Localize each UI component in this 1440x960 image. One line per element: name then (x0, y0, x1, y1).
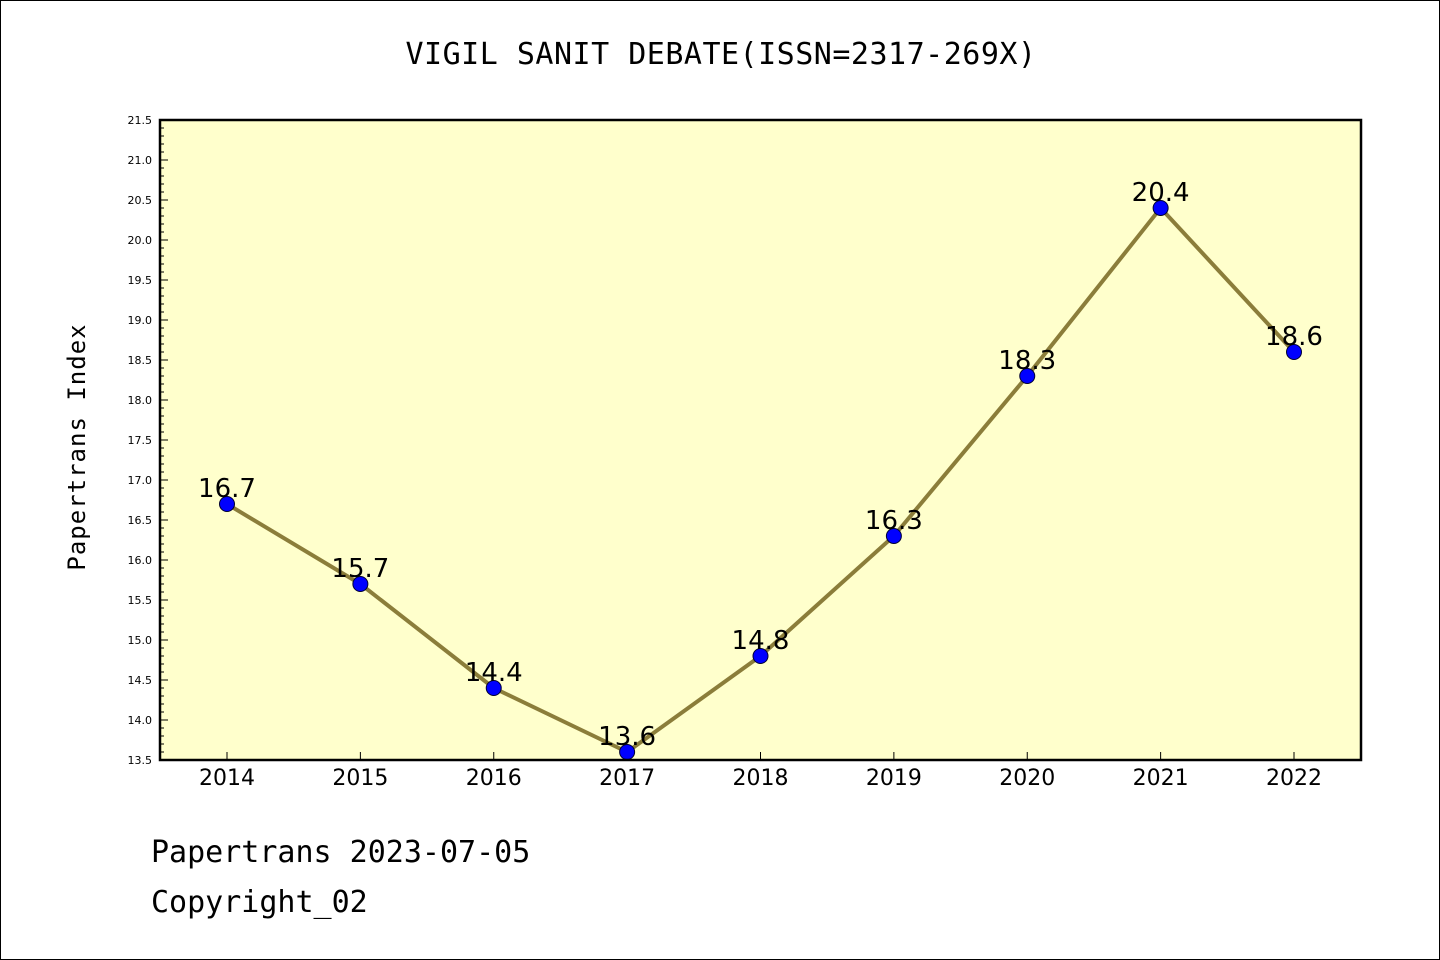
data-label: 18.3 (998, 346, 1056, 376)
data-point (485, 680, 502, 696)
y-tick-label: 14.5 (128, 674, 153, 687)
y-tick-label: 21.5 (128, 114, 153, 127)
data-label: 13.6 (598, 722, 656, 752)
data-label: 16.3 (865, 506, 923, 536)
data-label: 15.7 (331, 554, 389, 584)
x-tick-label: 2019 (866, 766, 922, 791)
plot-border (158, 118, 1363, 762)
data-label: 16.7 (198, 474, 256, 504)
y-tick-label: 16.0 (128, 554, 153, 567)
x-tick-label: 2021 (1133, 766, 1189, 791)
y-tick-label: 16.5 (128, 514, 153, 527)
y-tick-label: 15.5 (128, 594, 153, 607)
data-point (1286, 344, 1302, 360)
data-point (1019, 368, 1036, 384)
data-label: 14.8 (732, 626, 790, 656)
y-tick-label: 14.0 (128, 714, 153, 727)
y-tick-label: 13.5 (128, 754, 153, 767)
chart-title: VIGIL SANIT DEBATE(ISSN=2317-269X) (405, 37, 1037, 72)
y-tick-label: 20.5 (128, 194, 153, 207)
y-tick-label: 17.5 (128, 434, 153, 447)
y-tick-label: 21.0 (128, 154, 153, 167)
x-tick-label: 2016 (466, 766, 522, 791)
data-label: 20.4 (1132, 178, 1190, 208)
footer-date: Papertrans 2023-07-05 (151, 835, 531, 870)
data-label: 18.6 (1265, 322, 1323, 352)
y-tick-label: 19.5 (128, 274, 153, 287)
x-tick-label: 2022 (1266, 766, 1322, 791)
y-tick-label: 18.0 (128, 394, 153, 407)
footer-copyright: Copyright_02 (151, 885, 368, 920)
x-tick-label: 2015 (332, 766, 388, 791)
y-tick-label: 19.0 (128, 314, 153, 327)
data-point (219, 496, 235, 512)
data-point (352, 576, 369, 592)
data-point (885, 528, 902, 544)
x-tick-label: 2017 (599, 766, 655, 791)
data-point (752, 648, 769, 664)
x-tick-label: 2018 (733, 766, 789, 791)
x-tick-label: 2014 (199, 766, 255, 791)
y-tick-label: 20.0 (128, 234, 153, 247)
x-tick-label: 2020 (999, 766, 1055, 791)
y-tick-label: 17.0 (128, 474, 153, 487)
data-point (1152, 200, 1169, 216)
y-tick-label: 15.0 (128, 634, 153, 647)
data-label: 14.4 (465, 658, 523, 688)
y-tick-label: 18.5 (128, 354, 153, 367)
